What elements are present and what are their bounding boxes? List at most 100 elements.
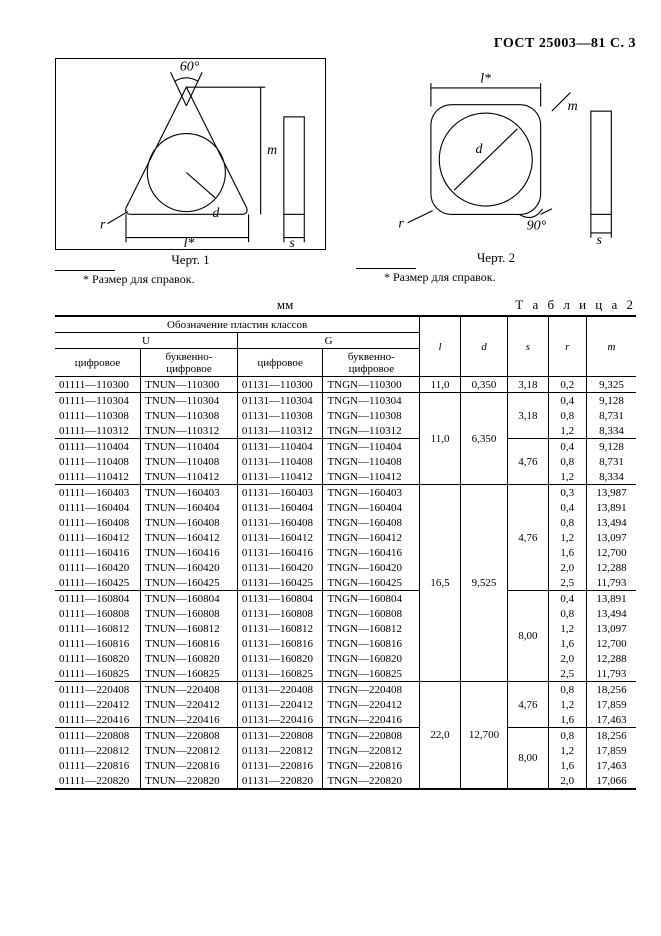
table-cell: 2,0: [548, 773, 586, 789]
table-cell: 01131—160403: [237, 485, 323, 501]
table-cell: 0,8: [548, 606, 586, 621]
table-cell: 18,256: [586, 682, 636, 698]
table-cell: 1,2: [548, 697, 586, 712]
table-cell: TNGN—160825: [323, 666, 420, 682]
table-cell: TNGN—220812: [323, 743, 420, 758]
table-cell: 13,891: [586, 591, 636, 607]
table-cell: 9,128: [586, 393, 636, 409]
table-cell: TNGN—160812: [323, 621, 420, 636]
table-cell: TNGN—220816: [323, 758, 420, 773]
table-cell: 1,6: [548, 758, 586, 773]
table-cell: TNGN—220808: [323, 728, 420, 744]
table-cell: 01111—110404: [55, 439, 141, 455]
table-cell: 13,097: [586, 621, 636, 636]
table-cell: TNUN—160808: [141, 606, 238, 621]
table-cell: 8,334: [586, 423, 636, 439]
table-cell: TNUN—220408: [141, 682, 238, 698]
table-cell: TNUN—110312: [141, 423, 238, 439]
table-cell: 0,3: [548, 485, 586, 501]
svg-text:d: d: [476, 142, 483, 157]
table-cell: 11,793: [586, 575, 636, 591]
table-cell: 01131—220812: [237, 743, 323, 758]
table-cell: 1,2: [548, 469, 586, 485]
table-cell: 0,350: [460, 377, 507, 393]
table-cell: 01131—160420: [237, 560, 323, 575]
table-cell: 01131—220416: [237, 712, 323, 728]
table-cell: TNUN—160416: [141, 545, 238, 560]
figure-2: l* d m 90° r s Черт. 2 * Размер для спра…: [356, 58, 636, 285]
table-cell: TNGN—160403: [323, 485, 420, 501]
table-cell: 3,18: [508, 377, 549, 393]
table-cell: 01111—220408: [55, 682, 141, 698]
th-r: r: [548, 316, 586, 377]
table-cell: 2,0: [548, 560, 586, 575]
th-alnum-u: буквенно- цифровое: [141, 349, 238, 377]
table-cell: TNGN—110412: [323, 469, 420, 485]
figure-1-drawing: 60° r d l* m s: [55, 58, 326, 250]
table-cell: 13,494: [586, 606, 636, 621]
table-cell: TNGN—160416: [323, 545, 420, 560]
table-cell: 01111—160404: [55, 500, 141, 515]
svg-text:r: r: [100, 217, 106, 232]
table-cell: TNUN—160820: [141, 651, 238, 666]
table-cell: TNGN—160408: [323, 515, 420, 530]
table-cell: 01131—160804: [237, 591, 323, 607]
table-cell: 01111—220812: [55, 743, 141, 758]
table-cell: 0,2: [548, 377, 586, 393]
table-cell: 16,5: [420, 485, 461, 682]
table-cell: 0,8: [548, 408, 586, 423]
page-header: ГОСТ 25003—81 С. 3: [55, 36, 636, 52]
table-cell: 18,256: [586, 728, 636, 744]
table-cell: 12,700: [586, 636, 636, 651]
table-cell: TNGN—220416: [323, 712, 420, 728]
unit-label: мм: [55, 297, 515, 313]
table-cell: TNUN—110404: [141, 439, 238, 455]
table-cell: TNGN—220408: [323, 682, 420, 698]
table-cell: 01111—160408: [55, 515, 141, 530]
table-cell: 01131—110404: [237, 439, 323, 455]
table-cell: 8,00: [508, 591, 549, 682]
table-cell: 0,8: [548, 728, 586, 744]
table-cell: TNGN—220820: [323, 773, 420, 789]
figure-1: 60° r d l* m s Черт. 1 * Размер для спра…: [55, 58, 326, 287]
table-cell: 01131—110300: [237, 377, 323, 393]
table-cell: TNUN—160804: [141, 591, 238, 607]
table-cell: TNGN—160820: [323, 651, 420, 666]
table-cell: 0,4: [548, 393, 586, 409]
table-cell: TNUN—220816: [141, 758, 238, 773]
table-cell: 01131—160808: [237, 606, 323, 621]
table-cell: 01131—110408: [237, 454, 323, 469]
table-cell: TNUN—160403: [141, 485, 238, 501]
table-cell: 01111—160403: [55, 485, 141, 501]
table-cell: 01111—160412: [55, 530, 141, 545]
table-cell: TNUN—110408: [141, 454, 238, 469]
table-cell: 01111—220412: [55, 697, 141, 712]
table-cell: 01111—220820: [55, 773, 141, 789]
table-cell: 1,6: [548, 712, 586, 728]
figure-2-rule: [356, 268, 416, 269]
table-cell: 8,00: [508, 728, 549, 790]
th-alnum-g: буквенно- цифровое: [323, 349, 420, 377]
table-cell: 01111—110304: [55, 393, 141, 409]
table-cell: 8,731: [586, 454, 636, 469]
th-d: d: [460, 316, 507, 377]
table-cell: 0,4: [548, 439, 586, 455]
table-cell: 01111—110308: [55, 408, 141, 423]
table-cell: 01131—220412: [237, 697, 323, 712]
svg-text:d: d: [212, 206, 219, 221]
table-cell: 22,0: [420, 682, 461, 790]
table-cell: TNGN—160816: [323, 636, 420, 651]
table-cell: 01111—110408: [55, 454, 141, 469]
table-cell: 01111—220416: [55, 712, 141, 728]
table-cell: TNGN—110300: [323, 377, 420, 393]
table-cell: TNUN—160816: [141, 636, 238, 651]
table-cell: TNUN—110412: [141, 469, 238, 485]
table-cell: 13,097: [586, 530, 636, 545]
table-cell: 17,859: [586, 743, 636, 758]
data-table: Обозначение пластин классов l d s r m U …: [55, 315, 636, 790]
svg-text:90°: 90°: [527, 218, 547, 233]
table-cell: 01131—110308: [237, 408, 323, 423]
svg-text:r: r: [398, 216, 404, 231]
th-g: G: [237, 333, 419, 349]
table-cell: 17,463: [586, 712, 636, 728]
